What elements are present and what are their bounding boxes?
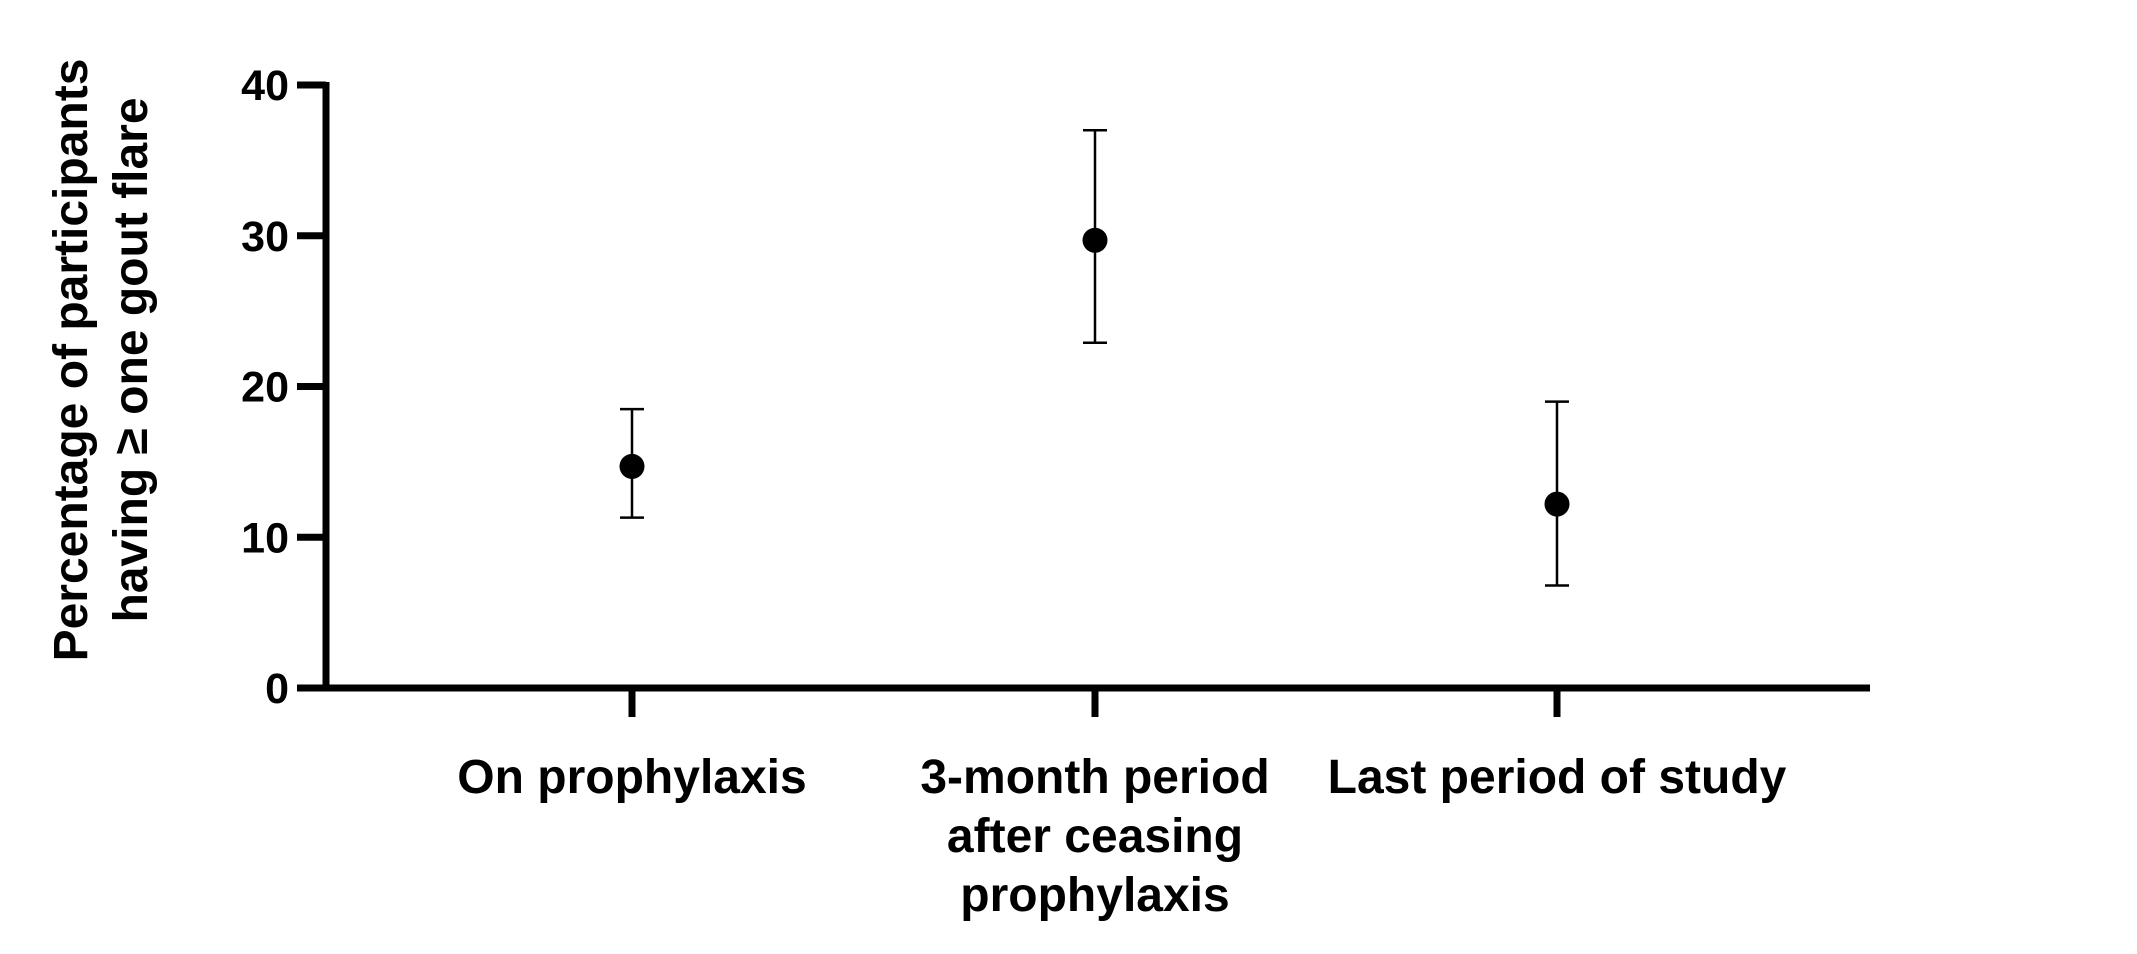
data-point-0 <box>619 453 645 479</box>
data-points <box>619 227 1570 517</box>
category-label-1-line-2: prophylaxis <box>960 869 1229 922</box>
category-label-2-line-0: Last period of study <box>1328 751 1787 804</box>
category-label-2: Last period of study <box>1328 751 1787 804</box>
y-tick-label-30: 30 <box>241 213 289 261</box>
category-label-0-line-0: On prophylaxis <box>457 751 806 804</box>
y-tick-label-10: 10 <box>241 514 289 562</box>
x-ticks <box>628 688 1561 717</box>
category-label-1-line-1: after ceasing <box>947 810 1243 863</box>
y-tick-label-40: 40 <box>241 62 289 110</box>
y-axis-label-line-1: Percentage of participants <box>45 59 98 662</box>
error-bars <box>620 128 1569 587</box>
category-labels: On prophylaxis 3-month period after ceasin… <box>457 751 1786 922</box>
y-tick-label-20: 20 <box>241 364 289 412</box>
y-axis-label: Percentage of participants having ≥ one … <box>45 59 158 662</box>
category-label-1-line-0: 3-month period <box>920 751 1269 804</box>
y-ticks: 0 10 20 30 40 <box>241 62 326 713</box>
y-tick-label-0: 0 <box>265 665 289 713</box>
data-point-2 <box>1544 491 1570 517</box>
category-label-1: 3-month period after ceasing prophylaxis <box>920 751 1269 922</box>
category-label-0: On prophylaxis <box>457 751 806 804</box>
y-axis-label-line-2: having ≥ one gout flare <box>105 97 158 622</box>
data-point-1 <box>1082 227 1108 253</box>
